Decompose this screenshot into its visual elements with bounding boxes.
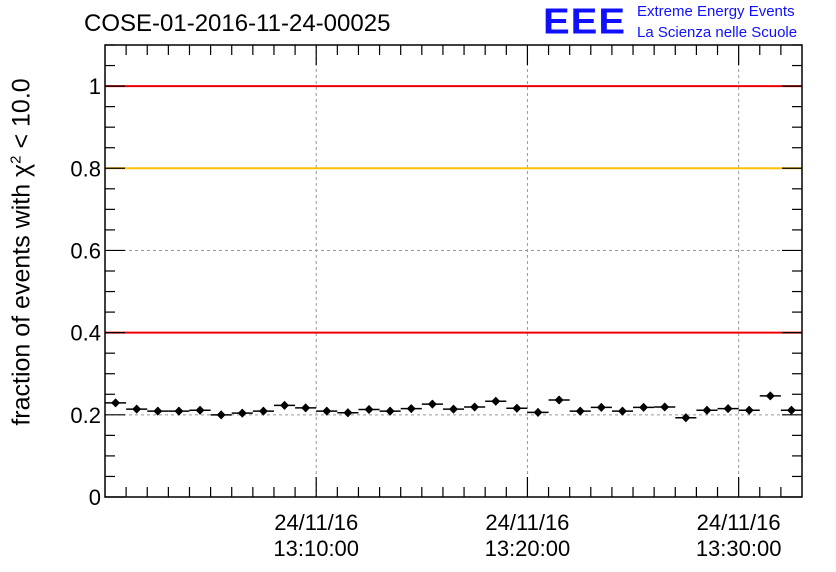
data-point-marker	[533, 407, 543, 417]
data-point-marker	[111, 398, 121, 408]
data-point-marker	[681, 413, 691, 423]
x-tick-label-time: 13:10:00	[273, 536, 359, 561]
data-point	[527, 407, 549, 417]
y-tick-label: 1	[89, 74, 101, 99]
y-tick-label: 0.2	[70, 403, 101, 428]
chart-title: COSE-01-2016-11-24-00025	[84, 10, 391, 37]
data-point	[210, 410, 232, 420]
data-point-marker	[195, 405, 205, 415]
data-point-marker	[237, 408, 247, 418]
y-axis-label: fraction of events with χ2 < 10.0	[7, 78, 36, 425]
data-point-marker	[132, 404, 142, 414]
y-tick-label: 0.6	[70, 238, 101, 263]
data-point-marker	[153, 406, 163, 416]
data-point	[485, 396, 507, 406]
data-point	[633, 402, 655, 412]
data-point	[337, 408, 359, 418]
x-tick-label-date: 24/11/16	[697, 510, 781, 535]
data-point	[611, 406, 634, 416]
x-tick-label-date: 24/11/16	[485, 510, 569, 535]
data-point-marker	[617, 406, 627, 416]
data-points	[105, 391, 802, 423]
y-tick-label: 0	[89, 485, 101, 510]
data-point	[548, 395, 570, 405]
data-point-marker	[406, 404, 416, 414]
y-axis-label-post: < 10.0	[7, 78, 36, 156]
data-point-marker	[258, 406, 268, 416]
data-point-marker	[765, 391, 775, 401]
data-point	[738, 405, 760, 415]
data-point-marker	[364, 404, 374, 414]
data-point	[421, 399, 443, 409]
data-point	[442, 404, 465, 414]
plot-frame	[104, 44, 803, 498]
data-point	[295, 403, 317, 413]
x-tick-label-date: 24/11/16	[274, 510, 358, 535]
reference-lines	[105, 85, 802, 334]
data-point	[316, 406, 338, 416]
data-point	[126, 404, 148, 414]
x-tick-label-time: 13:20:00	[485, 536, 571, 561]
data-point-marker	[174, 406, 184, 416]
data-point-marker	[554, 395, 564, 405]
data-point	[759, 391, 781, 401]
data-point	[717, 404, 739, 414]
data-point	[569, 406, 591, 416]
data-point	[147, 406, 169, 416]
grid-layer	[105, 45, 802, 497]
data-point-marker	[491, 396, 501, 406]
data-point-marker	[449, 404, 458, 414]
y-axis-label-sup: 2	[7, 155, 25, 164]
data-point	[654, 402, 676, 412]
data-point-marker	[470, 402, 480, 412]
data-point	[168, 406, 190, 416]
data-point	[379, 406, 401, 416]
data-point	[590, 402, 612, 412]
data-point	[780, 405, 802, 415]
data-point-marker	[744, 405, 754, 415]
data-point	[252, 406, 274, 416]
data-point-marker	[639, 402, 649, 412]
data-point-marker	[723, 404, 733, 414]
data-point-marker	[596, 402, 606, 412]
data-point	[675, 413, 697, 423]
data-point	[464, 402, 486, 412]
logo-line-1: Extreme Energy Events	[637, 3, 795, 20]
data-point-marker	[702, 405, 712, 415]
axis-ticks	[105, 44, 802, 498]
data-point	[506, 403, 528, 413]
data-point-marker	[301, 403, 311, 413]
data-point	[696, 405, 718, 415]
data-point	[105, 398, 127, 408]
data-point-marker	[385, 406, 395, 416]
data-point-marker	[512, 403, 522, 413]
data-point	[400, 404, 422, 414]
data-point-marker	[660, 402, 670, 412]
data-point-marker	[322, 406, 332, 416]
x-tick-label-time: 13:30:00	[696, 536, 782, 561]
data-point-marker	[575, 406, 585, 416]
data-point	[231, 408, 253, 418]
data-point	[189, 405, 211, 415]
y-axis-label-symbol: χ	[7, 163, 36, 177]
data-point-marker	[786, 405, 796, 415]
y-tick-label: 0.8	[70, 156, 101, 181]
data-point	[358, 404, 380, 414]
data-point	[273, 400, 296, 410]
data-point-marker	[216, 410, 226, 420]
y-axis-label-pre: fraction of events with	[7, 176, 36, 426]
data-point-marker	[343, 408, 353, 418]
data-point-marker	[280, 400, 290, 410]
data-point-marker	[427, 399, 437, 409]
y-tick-label: 0.4	[70, 321, 101, 346]
logo-line-2: La Scienza nelle Scuole	[637, 24, 798, 41]
eee-logo: EEE	[543, 2, 627, 42]
tick-labels: 00.20.40.60.8124/11/1613:10:0024/11/1613…	[70, 74, 781, 561]
